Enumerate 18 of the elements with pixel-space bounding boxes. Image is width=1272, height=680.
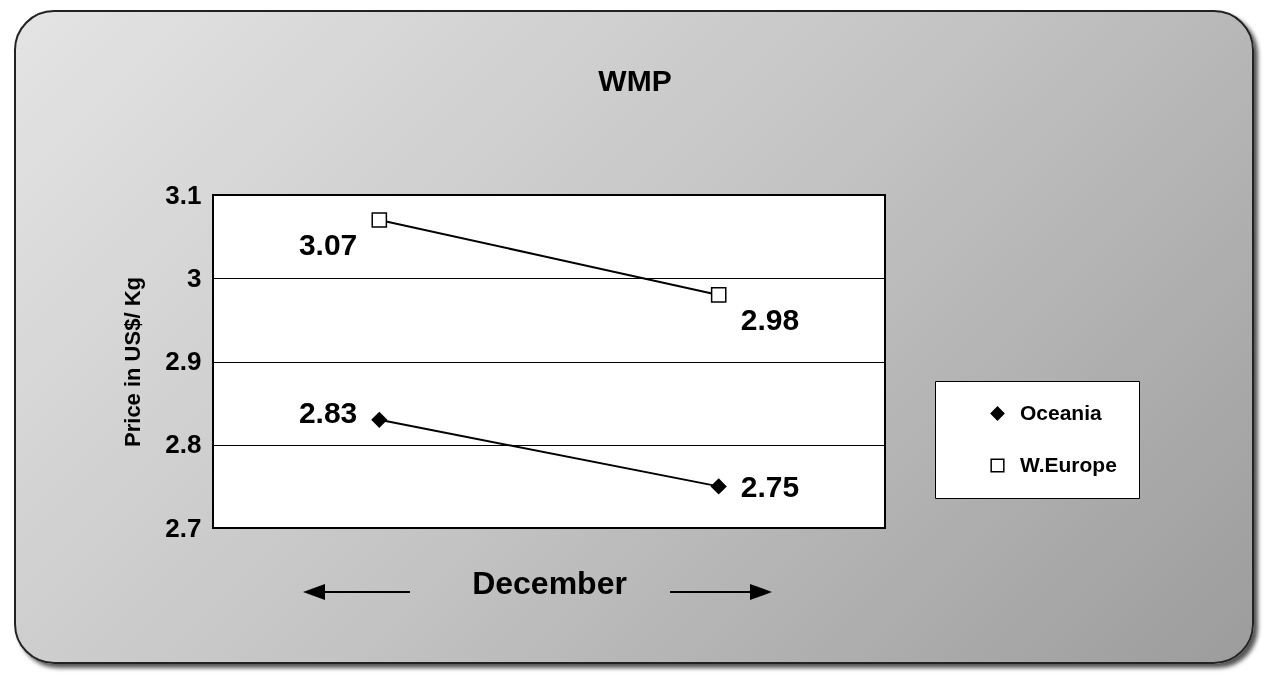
y-tick-label: 2.7 [165, 512, 202, 543]
x-axis-title: December [472, 564, 627, 601]
data-label: 3.07 [298, 227, 358, 261]
y-tick-label: 2.8 [165, 429, 202, 460]
point [710, 287, 727, 303]
data-label: 2.98 [740, 302, 800, 336]
legend-label: W.Europe [1020, 452, 1117, 476]
y-tick-label: 3.1 [165, 179, 202, 210]
data-label: 2.83 [298, 395, 358, 429]
point [371, 411, 388, 428]
legend-label: Oceania [1020, 400, 1103, 424]
point [371, 212, 388, 228]
point [710, 478, 727, 495]
chart-title: WMP [598, 64, 672, 97]
data-label: 2.75 [740, 470, 800, 504]
y-tick-label: 3 [187, 262, 202, 293]
y-tick-label: 2.9 [165, 346, 202, 376]
y-axis-title: Price in US$/ Kg [120, 277, 146, 447]
